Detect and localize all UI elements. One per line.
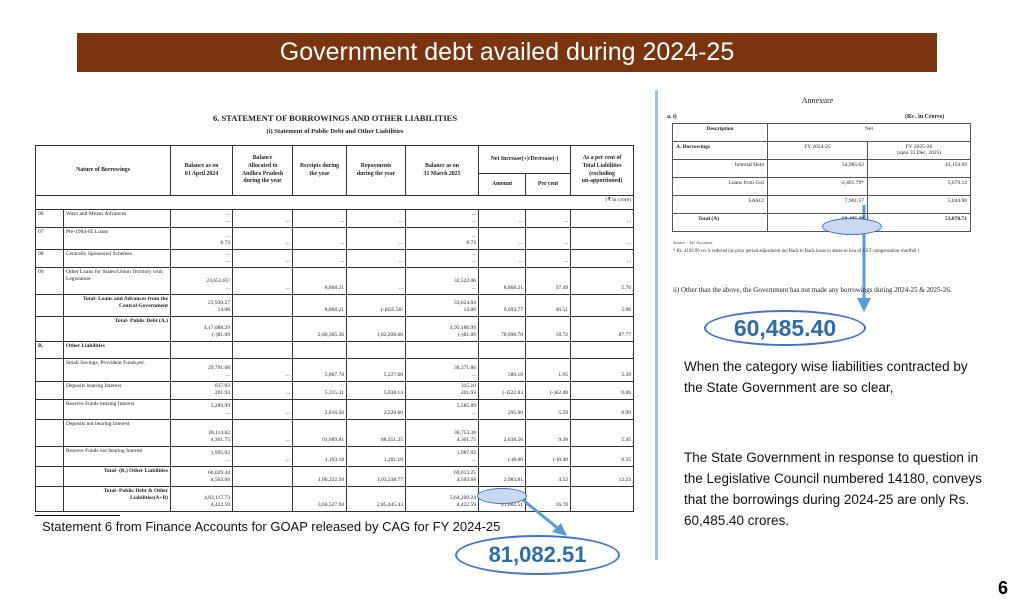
- ann-header-fy2: FY 2025-26 (upto 31 Dec, 2025): [866, 141, 972, 160]
- table-row: Total- (B.) Other Liabilities 66,029.44 4…: [35, 465, 635, 487]
- row-cell: 5,64,200.24 4,422.59: [405, 485, 480, 512]
- row-cell: 91,089.81: [292, 418, 348, 447]
- ann-row-fy1: 54,985.62: [767, 159, 868, 178]
- row-cell: 5.76: [570, 266, 635, 295]
- row-label: Ways and Means Advances: [62, 209, 172, 228]
- row-label: Reserve Funds bearing Interest: [62, 398, 172, 420]
- table-row: 08 Centrally Sponsored Schemes... .......…: [35, 248, 635, 268]
- row-cell: 12.23: [570, 465, 635, 487]
- annexure-title: Annexure: [801, 96, 834, 105]
- row-label: Small Savings, Provident Funds,etc.: [62, 357, 172, 382]
- row-cell: ...: [478, 226, 527, 250]
- row-label: Pre-1984-85 Loans: [62, 226, 172, 250]
- page-number: 6: [998, 578, 1009, 598]
- table-row: Reserve Funds not bearing Interest 1,995.…: [35, 445, 635, 467]
- row-label: Deposits not bearing Interest: [62, 418, 172, 447]
- row-cell: [570, 485, 635, 512]
- header-balance-close: Balance as on 31 March 2025: [405, 145, 480, 196]
- row-cell: [232, 315, 294, 342]
- table-row: Deposits not bearing Interest 28,114.82 4…: [35, 418, 635, 447]
- row-label: Total- Public Debt & Other Liabilities(A…: [62, 485, 172, 512]
- paragraph-2: The State Government in response to ques…: [684, 450, 982, 528]
- row-cell: 8,868.21: [478, 266, 527, 295]
- table-row: Reserve Funds bearing Interest 5,289.99 .…: [35, 398, 635, 420]
- annexure-footnote: * Rs. 4193.99 crs is reduced (as prior p…: [673, 249, 920, 254]
- annexure-row: SASCI 7,901.57 5,044.90: [672, 195, 972, 214]
- statement-heading: 6. STATEMENT OF BORROWINGS AND OTHER LIA…: [212, 113, 458, 123]
- row-cell: 3,66,527.94: [292, 485, 348, 512]
- ann-row-label: Internal Debt: [672, 159, 768, 178]
- ann-header-fy1: FY 2024-25: [767, 141, 868, 160]
- borrowings-table: Nature of Borrowings Balance as on 01 Ap…: [34, 145, 635, 512]
- row-cell: 5,807.78: [292, 357, 348, 382]
- annexure-row: Internal Debt 54,985.62 43,154.69: [672, 159, 972, 178]
- highlight-60485: 60,485.40: [704, 310, 866, 346]
- table-row: 07 Pre-1984-85 Loans... 8.73............ …: [35, 226, 635, 250]
- ann-row-fy2: 43,154.69: [866, 159, 972, 178]
- caption-rule: [35, 515, 120, 516]
- caption: Statement 6 from Finance Accounts for GO…: [42, 519, 501, 534]
- table-row: 09 Other Loans for States/Union Territory…: [35, 266, 635, 295]
- annexure-table: Description Net A. Borrowings FY 2024-25 FY…: [672, 123, 972, 232]
- table-row: B. Other Liabilities: [35, 340, 635, 359]
- highlight-ellipse-small: [477, 488, 527, 504]
- row-cell: ...: [525, 226, 572, 250]
- row-cell: 5.38: [570, 357, 635, 382]
- ann-row-fy1: -2,401.79*: [767, 177, 868, 196]
- header-nature: Nature of Borrowings: [34, 145, 172, 196]
- row-cell: 4,17,088.29 (-)81.09: [170, 315, 234, 342]
- arrow-right-head: [857, 298, 871, 312]
- row-label: Other Loans for States/Union Territory w…: [62, 266, 172, 295]
- annexure-note: ii) Other than the above, the Government…: [673, 286, 952, 294]
- ann-header-description: Description: [672, 123, 768, 142]
- divider-line: [655, 90, 658, 560]
- annexure-section: a. i): [667, 114, 677, 120]
- ann-header-net: Net: [766, 123, 972, 142]
- row-cell: 87.77: [570, 315, 635, 342]
- row-cell: 9.38: [525, 418, 572, 447]
- ann-row-fy2: 5,679.12: [866, 177, 972, 196]
- table-row: Total- Public Debt (A.) 4,17,088.29 (-)81…: [35, 315, 635, 342]
- table-row: 06 Ways and Means Advances... ...........…: [35, 209, 635, 228]
- row-cell: 32,522.06 ...: [405, 266, 480, 295]
- row-cell: 30,371.86 ...: [405, 357, 480, 382]
- header-repayments: Repayments during the year: [346, 145, 407, 196]
- ann-row-label: Loans from GoI: [672, 177, 768, 196]
- ann-row-fy2: 5,044.90: [866, 195, 972, 214]
- ann-row-fy2: 53,878.71: [866, 213, 972, 232]
- header-allocated: Balance Allocated to Andhra Pradesh duri…: [232, 145, 294, 196]
- statement-subheading: (i) Statement of Public Debt and Other L…: [266, 128, 404, 135]
- arrow-left: [522, 498, 561, 532]
- ann-row-label: SASCI: [672, 195, 768, 214]
- annexure-source: Source : AG Accounts: [673, 240, 713, 245]
- row-code: [35, 357, 64, 382]
- row-cell: 37.49: [525, 266, 572, 295]
- annexure-row: Loans from GoI -2,401.79* 5,679.12: [672, 177, 972, 196]
- annexure-unit: (Rs . in Crores): [905, 114, 945, 120]
- highlight-ellipse-annex: [822, 218, 882, 235]
- paragraph-1: When the category wise liabilities contr…: [684, 359, 968, 395]
- header-share: As a per cent of Total Liabilities (excl…: [570, 145, 635, 196]
- annexure-row: Total (A)60,485.4053,878.71: [672, 213, 972, 232]
- row-cell: 18.72: [525, 315, 572, 342]
- row-cell: 2,638.56: [478, 418, 527, 447]
- row-cell: [232, 485, 294, 512]
- highlight-81082: 81,082.51: [455, 535, 620, 575]
- row-cell: ...: [570, 226, 635, 250]
- table-row: Small Savings, Provident Funds,etc. 29,79…: [35, 357, 635, 382]
- row-cell: 4,95,186.99 (-)81.09: [405, 315, 480, 342]
- row-cell: 4,83,117.73 4,422.59: [170, 485, 234, 512]
- arrow-left-head: [552, 523, 567, 536]
- row-cell: 88,451.25: [346, 418, 407, 447]
- unit-label: (₹ in crore): [34, 195, 635, 210]
- ann-row-fy1: 7,901.57: [767, 195, 868, 214]
- slide-title: Government debt availed during 2024-25: [77, 33, 937, 72]
- row-code: 07: [35, 226, 64, 250]
- ann-group: A. Borrowings: [672, 141, 768, 160]
- row-label: Reserve Funds not bearing Interest: [62, 445, 172, 467]
- header-net: Net Increase(+)/Decrease(-): [478, 145, 572, 174]
- ann-row-label: Total (A): [672, 213, 768, 232]
